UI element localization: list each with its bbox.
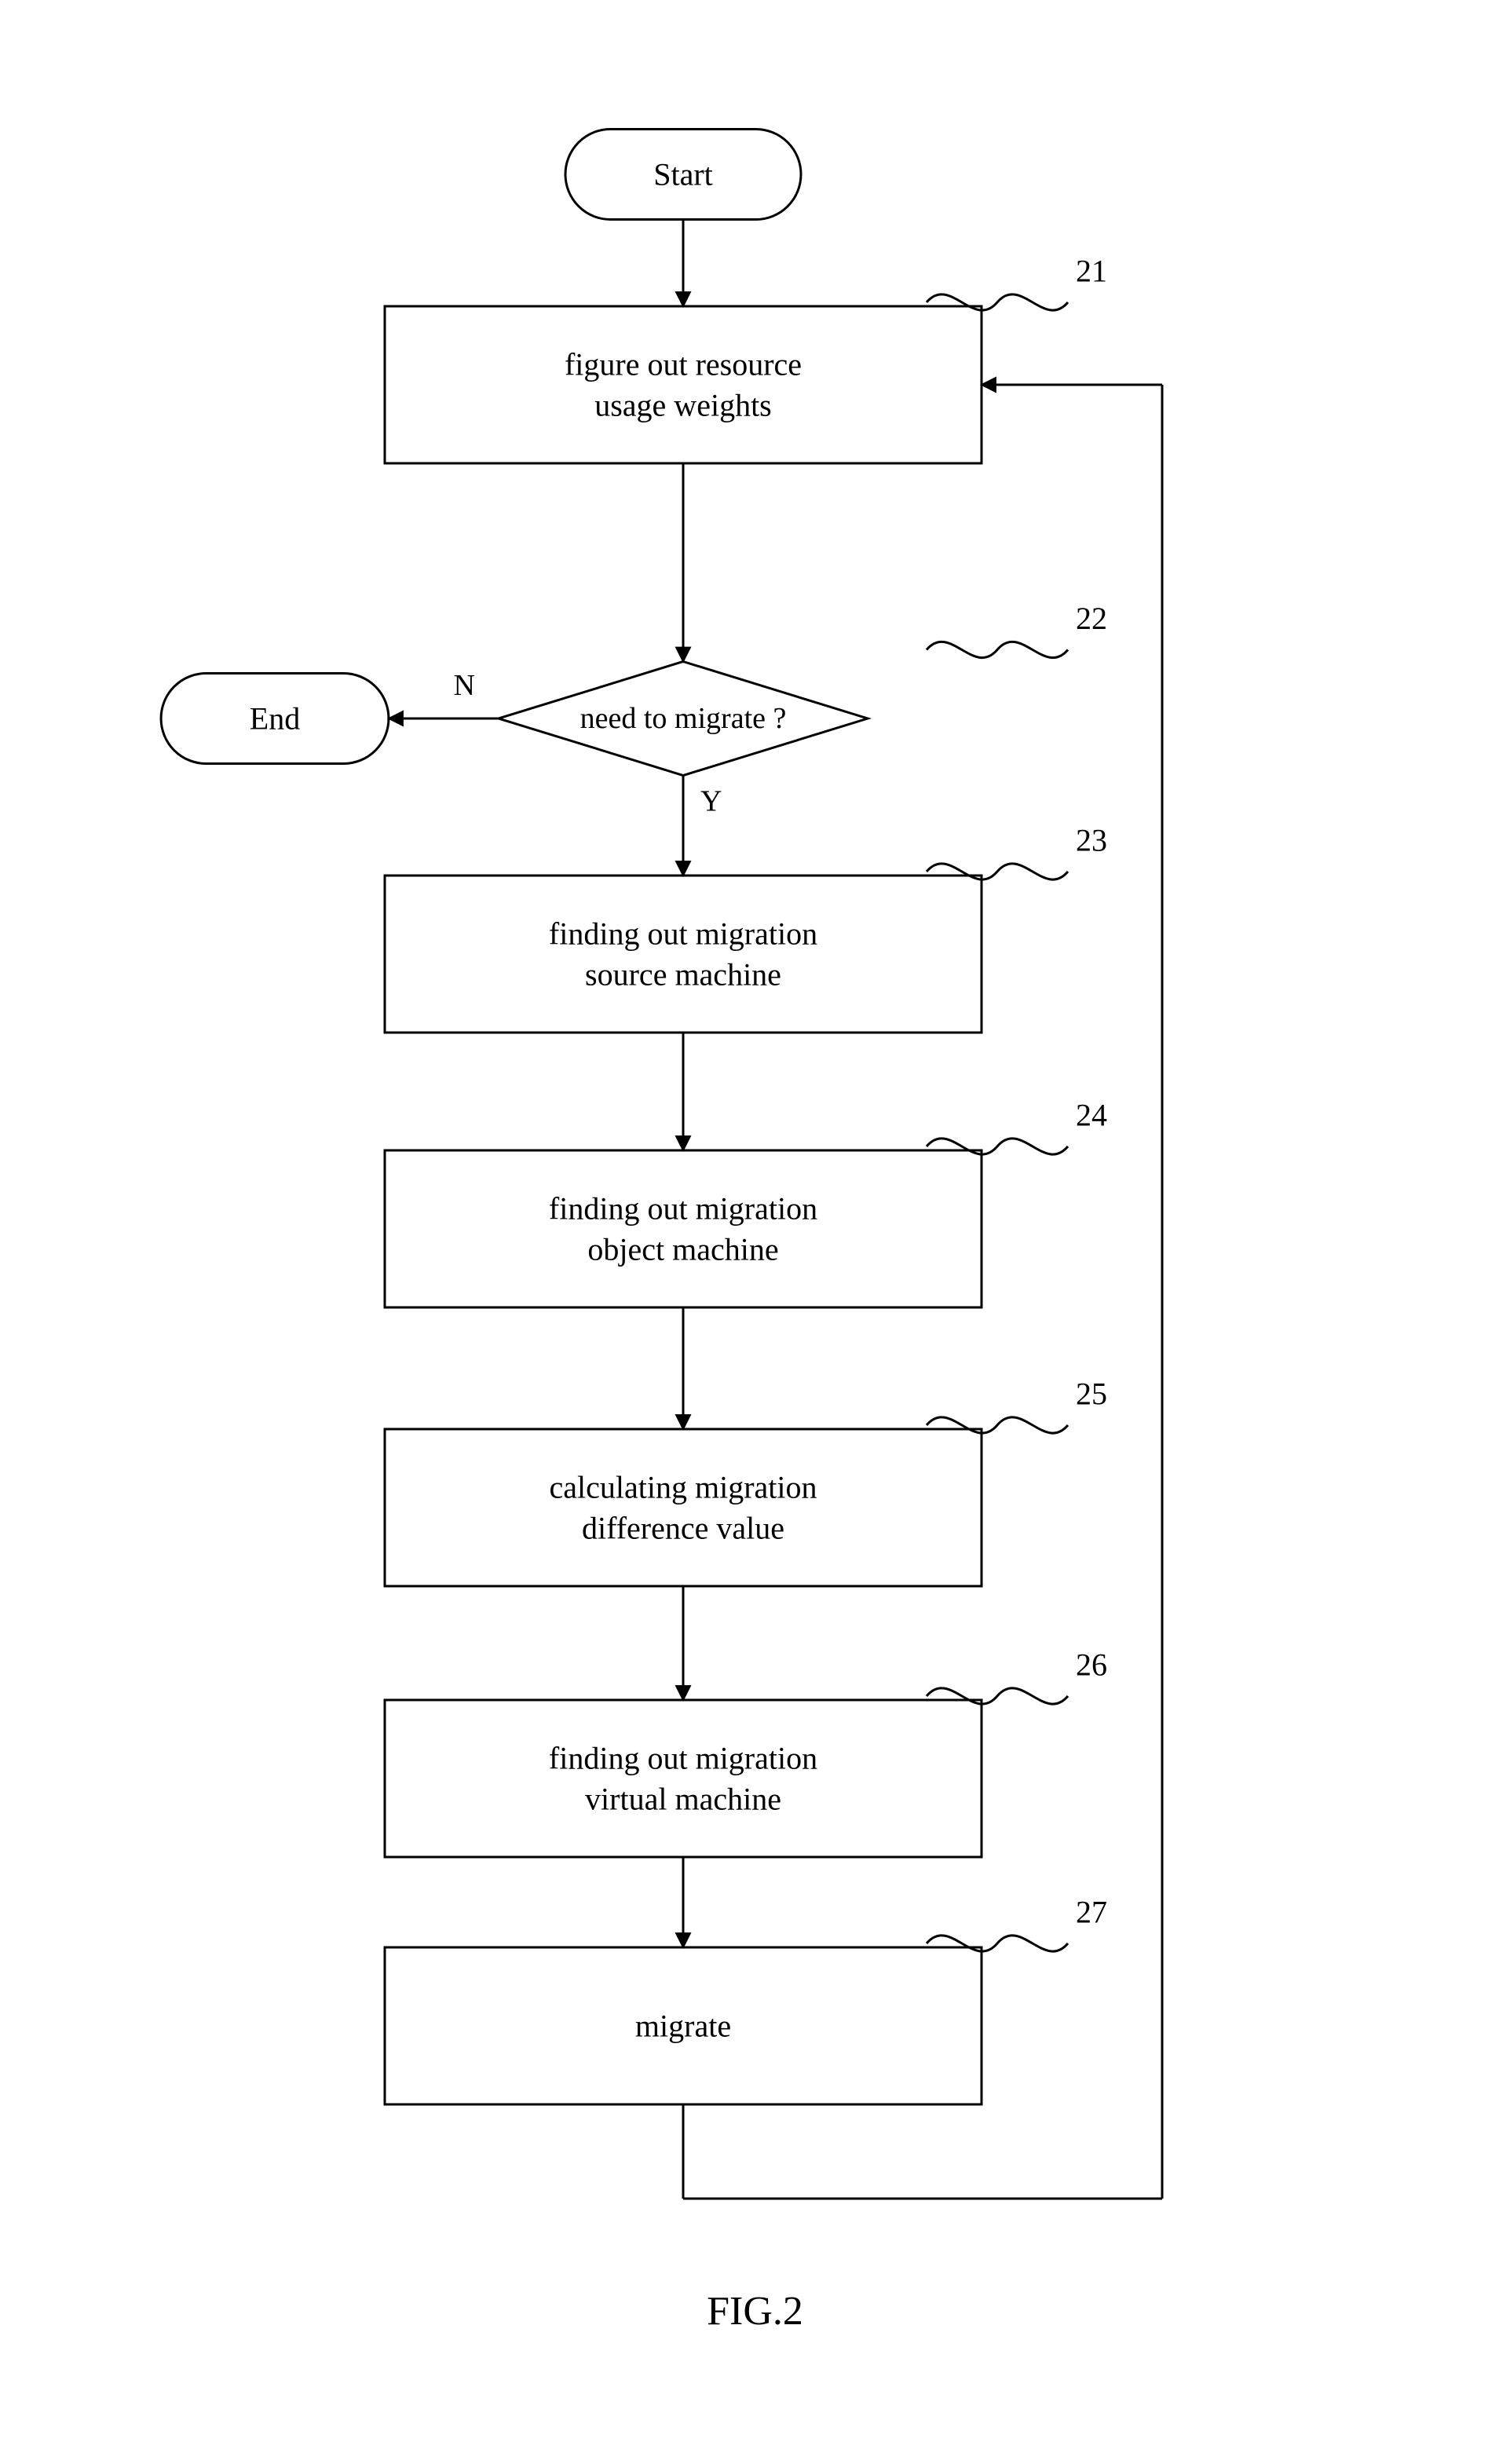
process-24-label-1: finding out migration	[549, 1191, 817, 1227]
flowchart-figure: Start End figure out resource usage weights…	[0, 0, 1510, 2464]
process-25: calculating migration difference value	[385, 1429, 982, 1586]
ref-22-num: 22	[1076, 601, 1107, 636]
ref-25: 25	[927, 1376, 1107, 1434]
process-23: finding out migration source machine	[385, 876, 982, 1033]
decision-22-label: need to migrate ?	[580, 702, 787, 735]
decision-no-label: N	[454, 669, 475, 702]
process-25-label-2: difference value	[582, 1511, 784, 1546]
ref-21-num: 21	[1076, 254, 1107, 289]
ref-27-num: 27	[1076, 1895, 1107, 1930]
ref-22: 22	[927, 601, 1107, 658]
process-21-label-2: usage weights	[594, 388, 772, 423]
process-23-label-1: finding out migration	[549, 916, 817, 952]
decision-22: need to migrate ?	[499, 662, 868, 776]
process-21-label-1: figure out resource	[565, 347, 802, 382]
ref-24: 24	[927, 1098, 1107, 1155]
ref-27: 27	[927, 1895, 1107, 1952]
process-27: migrate	[385, 1947, 982, 2104]
ref-23-num: 23	[1076, 823, 1107, 858]
ref-24-num: 24	[1076, 1098, 1107, 1133]
process-27-label: migrate	[635, 2009, 731, 2044]
end-terminal-label: End	[250, 701, 300, 737]
process-26-label-1: finding out migration	[549, 1741, 817, 1776]
ref-25-num: 25	[1076, 1376, 1107, 1412]
process-24: finding out migration object machine	[385, 1150, 982, 1307]
start-terminal: Start	[565, 130, 801, 220]
end-terminal: End	[161, 674, 389, 764]
process-26: finding out migration virtual machine	[385, 1700, 982, 1857]
start-terminal-label: Start	[653, 157, 713, 192]
ref-23: 23	[927, 823, 1107, 880]
process-26-label-2: virtual machine	[585, 1782, 781, 1817]
figure-caption: FIG.2	[707, 2289, 803, 2334]
process-23-label-2: source machine	[585, 957, 781, 993]
process-24-label-2: object machine	[587, 1232, 778, 1267]
process-21: figure out resource usage weights	[385, 306, 982, 463]
ref-26: 26	[927, 1647, 1107, 1705]
ref-21: 21	[927, 254, 1107, 311]
decision-yes-label: Y	[700, 785, 722, 818]
process-25-label-1: calculating migration	[550, 1470, 817, 1505]
ref-26-num: 26	[1076, 1647, 1107, 1683]
